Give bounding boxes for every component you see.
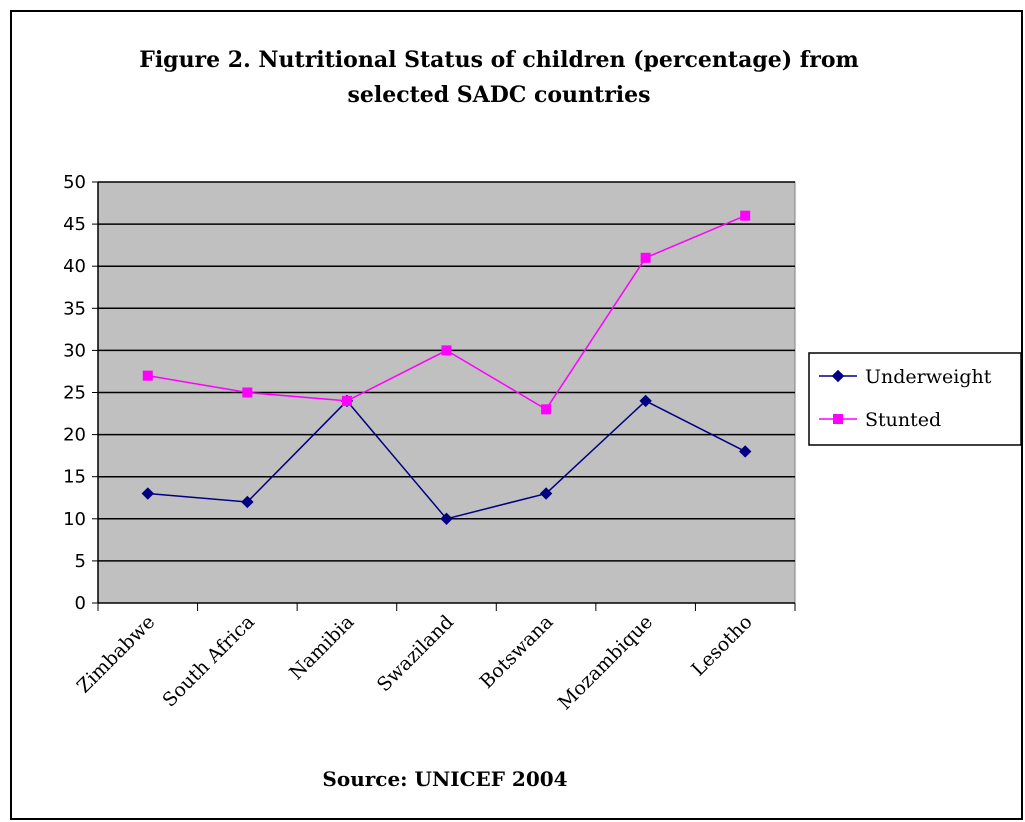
x-category-label: Mozambique xyxy=(554,611,657,714)
chart-source: Source: UNICEF 2004 xyxy=(322,767,567,791)
data-point-stunted xyxy=(142,370,153,381)
data-point-underweight xyxy=(739,445,752,458)
chart-frame: Figure 2. Nutritional Status of children… xyxy=(10,10,1023,820)
data-point-stunted xyxy=(541,404,552,415)
legend-label-stunted: Stunted xyxy=(865,409,941,431)
data-point-stunted xyxy=(441,345,452,356)
series-underweight xyxy=(141,394,752,526)
x-category-label: South Africa xyxy=(158,611,259,712)
x-category-label: Namibia xyxy=(285,611,358,684)
y-tick-label: 15 xyxy=(63,467,86,488)
legend-label-underweight: Underweight xyxy=(865,366,992,388)
chart-title-line2: selected SADC countries xyxy=(347,82,650,108)
x-category-label: Lesotho xyxy=(687,611,757,681)
x-category-label: Swaziland xyxy=(373,611,458,696)
data-point-stunted xyxy=(242,387,253,398)
series-stunted xyxy=(142,210,751,415)
data-point-stunted xyxy=(740,210,751,221)
y-tick-label: 0 xyxy=(75,593,86,614)
chart-title-line1: Figure 2. Nutritional Status of children… xyxy=(139,47,859,73)
y-tick-label: 40 xyxy=(63,256,86,277)
data-point-underweight xyxy=(440,512,453,526)
data-point-underweight xyxy=(539,487,553,500)
legend-box xyxy=(808,352,1021,446)
data-point-stunted xyxy=(341,395,352,406)
data-point-underweight xyxy=(241,495,254,509)
y-tick-label: 10 xyxy=(63,509,86,530)
y-tick-label: 35 xyxy=(63,298,86,319)
legend-marker-underweight xyxy=(831,369,845,383)
x-category-label: Zimbabwe xyxy=(73,611,160,698)
data-point-underweight xyxy=(639,394,652,408)
y-tick-label: 25 xyxy=(63,383,86,404)
y-tick-label: 45 xyxy=(63,214,86,235)
legend-marker-stunted xyxy=(833,414,843,424)
legend: Underweight Stunted xyxy=(808,352,1021,446)
y-tick-label: 30 xyxy=(63,340,86,361)
legend-item-underweight: Underweight xyxy=(819,366,992,388)
y-tick-label: 5 xyxy=(75,551,86,572)
x-category-label: Botswana xyxy=(476,611,558,693)
plot-area: 0 5 10 15 20 25 30 35 40 45 50 Zimbabwe South Africa… xyxy=(63,172,796,714)
legend-item-stunted: Stunted xyxy=(819,409,941,431)
y-tick-label: 20 xyxy=(63,425,86,446)
chart-svg: Figure 2. Nutritional Status of children… xyxy=(63,47,1021,791)
data-point-underweight xyxy=(141,487,154,500)
y-tick-label: 50 xyxy=(63,172,86,193)
data-point-stunted xyxy=(640,252,651,263)
